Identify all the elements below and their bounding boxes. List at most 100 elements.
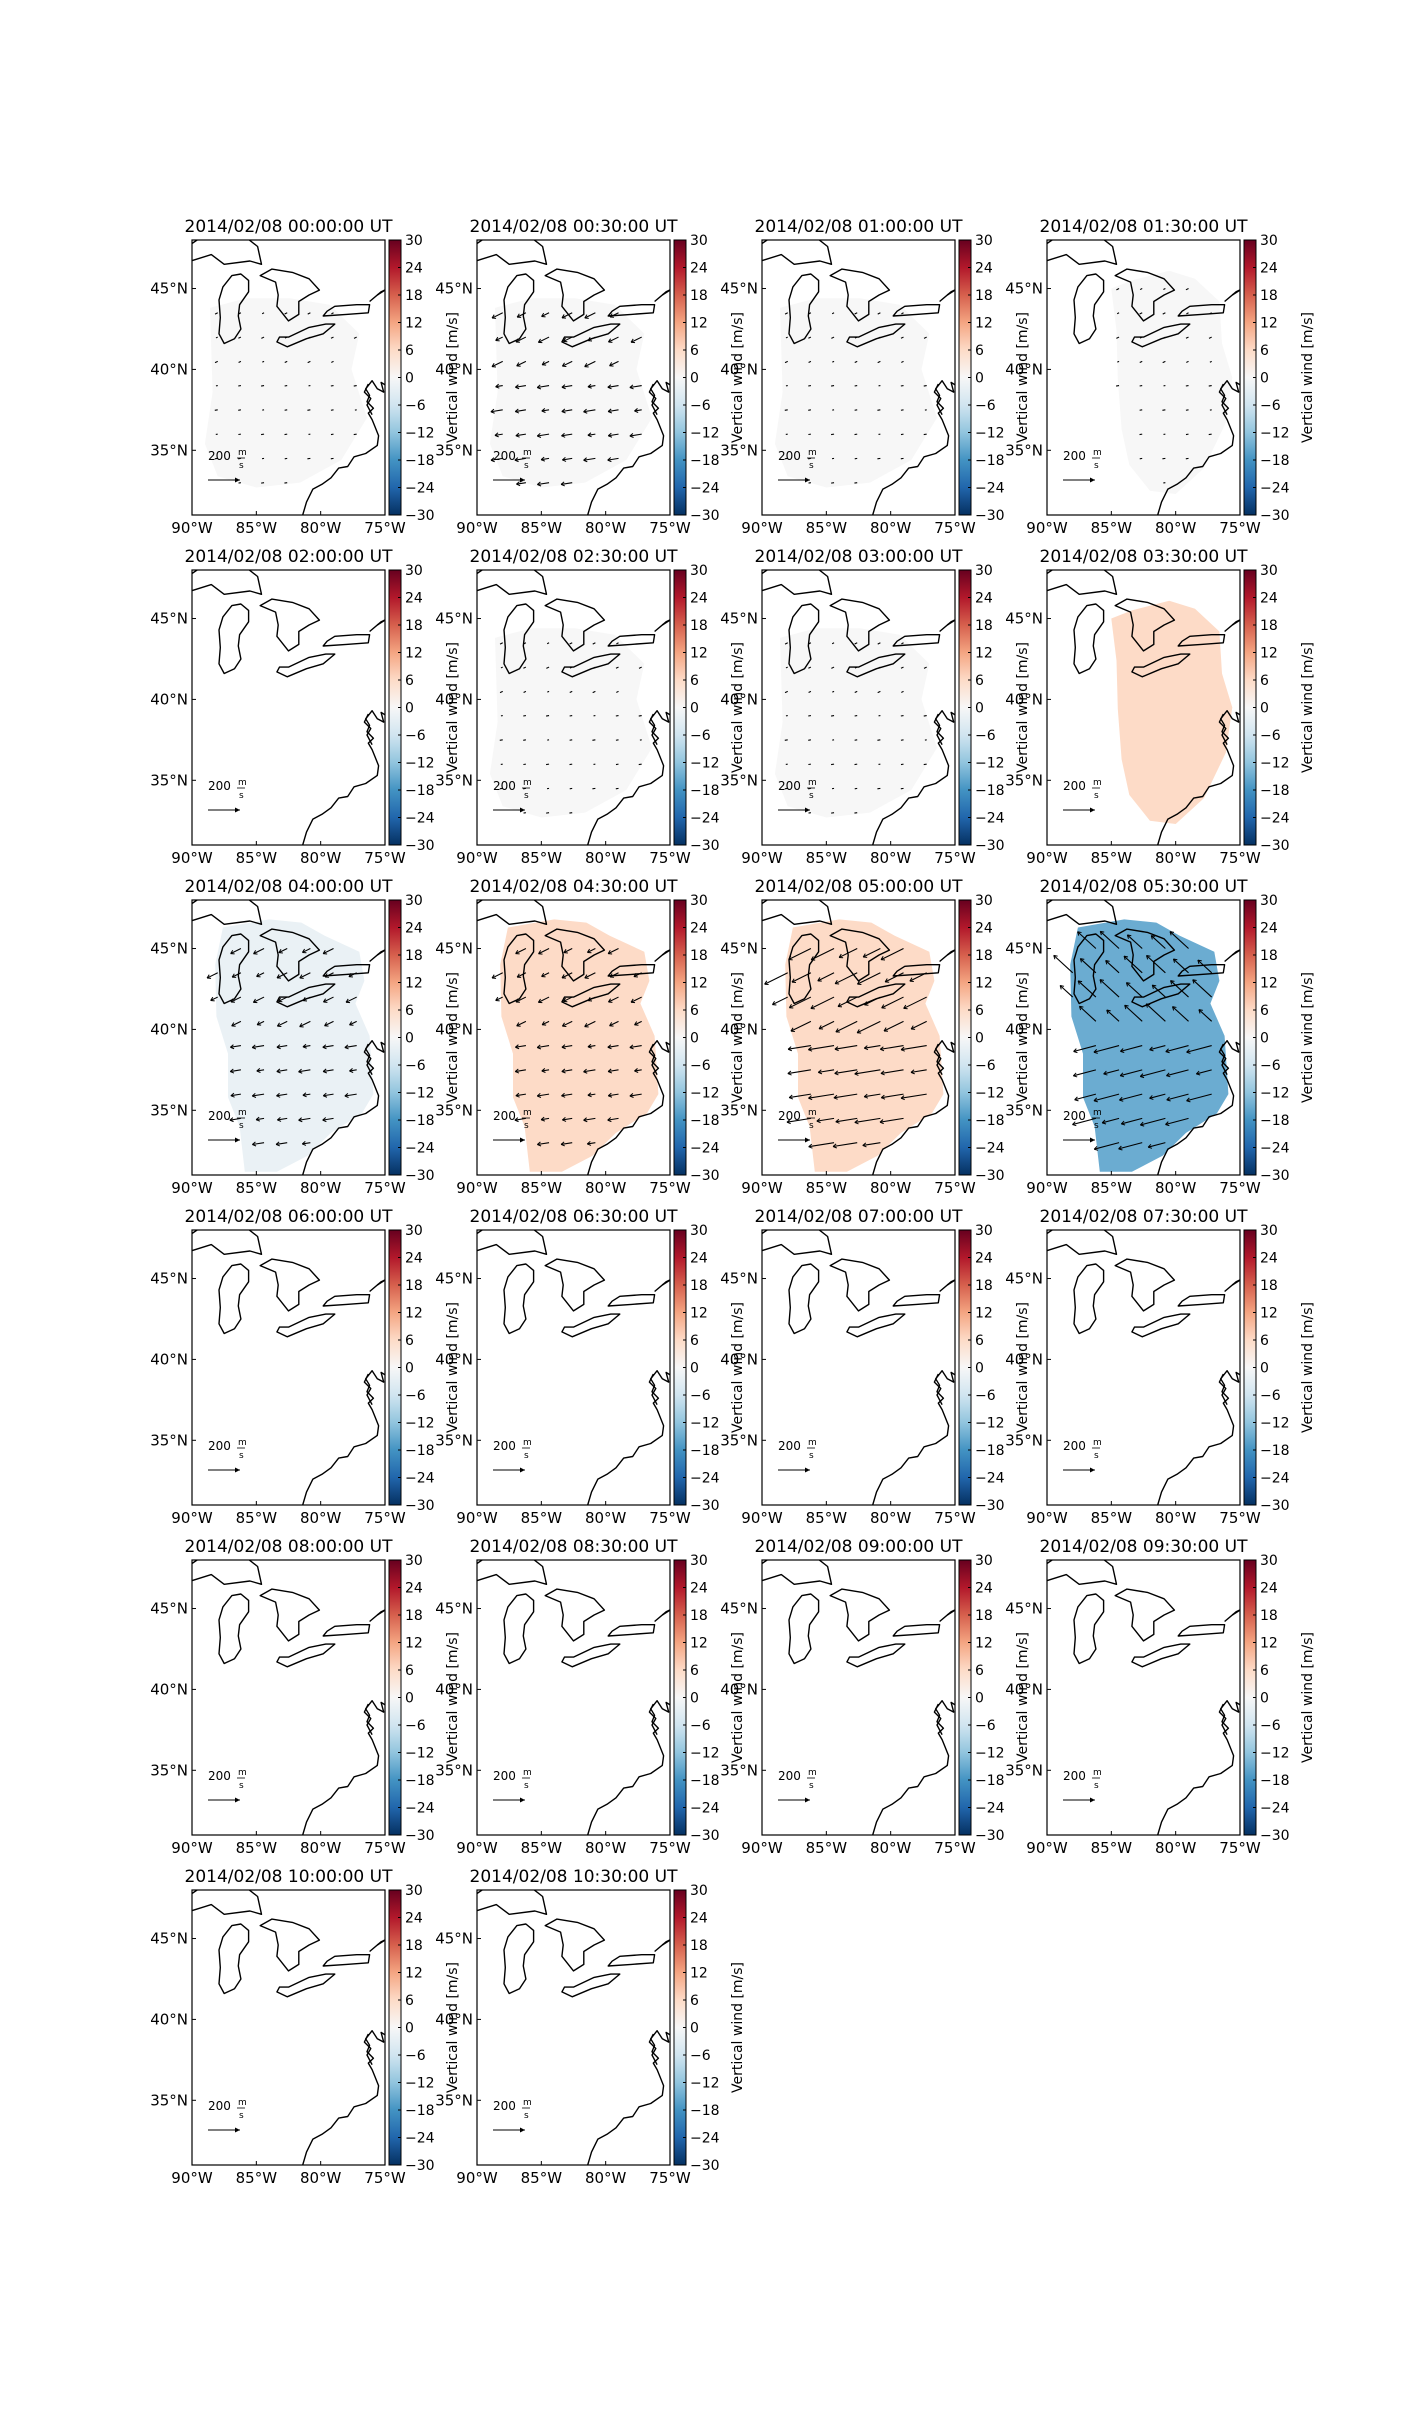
colorbar-tick-label: 30 — [690, 563, 708, 579]
colorbar-tick-label: 18 — [1260, 948, 1278, 964]
lat-tick-label: 40°N — [150, 1020, 188, 1038]
colorbar-tick-label: −12 — [975, 426, 1005, 442]
panel-frame — [762, 1560, 955, 1835]
lon-tick-label: 85°W — [806, 1839, 848, 1857]
reference-arrow-value: 200 — [208, 2099, 231, 2113]
colorbar-tick-label: 6 — [405, 1663, 414, 1679]
colorbar-tick-label: 6 — [1260, 673, 1269, 689]
colorbar-tick-label: −6 — [405, 2048, 426, 2064]
coastline-lakeMichigan — [219, 1594, 249, 1664]
colorbar-tick-label: 0 — [975, 1031, 984, 1047]
lon-tick-label: 85°W — [521, 1179, 563, 1197]
colorbar-tick-label: 30 — [975, 893, 993, 909]
lat-tick-label: 45°N — [435, 1270, 473, 1288]
lon-tick-label: 85°W — [236, 2169, 278, 2187]
colorbar-tick-label: −18 — [1260, 783, 1290, 799]
lat-tick-label: 45°N — [150, 1930, 188, 1948]
lat-tick-label: 45°N — [435, 280, 473, 298]
colorbar-tick-label: −12 — [1260, 756, 1290, 772]
reference-arrow-unit-numerator: m — [1093, 1108, 1102, 1118]
colorbar-tick-label: 6 — [405, 1333, 414, 1349]
colorbar-tick-label: −12 — [975, 1746, 1005, 1762]
colorbar-tick-label: 18 — [405, 1278, 423, 1294]
reference-arrow-unit-denominator: s — [809, 791, 814, 801]
colorbar-tick-label: 18 — [975, 1608, 993, 1624]
reference-arrow-value: 200 — [1063, 779, 1086, 793]
colorbar-tick-label: −12 — [690, 426, 720, 442]
lat-tick-label: 45°N — [150, 940, 188, 958]
colorbar-tick-label: 12 — [975, 1306, 993, 1322]
colorbar-tick-label: −18 — [690, 1113, 720, 1129]
lat-tick-label: 40°N — [1005, 690, 1043, 708]
colorbar-tick-label: 18 — [975, 288, 993, 304]
colorbar-tick-label: 18 — [1260, 618, 1278, 634]
coastline-lakeOntario — [893, 1625, 939, 1636]
colorbar-tick-label: 18 — [405, 948, 423, 964]
reference-arrow-unit-numerator: m — [808, 448, 817, 458]
colorbar-tick-label: 18 — [690, 1278, 708, 1294]
reference-arrow-value: 200 — [778, 779, 801, 793]
colorbar-tick-label: 0 — [405, 2021, 414, 2037]
colorbar-tick-label: 12 — [690, 646, 708, 662]
reference-arrow-unit-numerator: m — [808, 1438, 817, 1448]
colorbar-tick-label: 12 — [975, 316, 993, 332]
lon-tick-label: 90°W — [171, 2169, 213, 2187]
lon-tick-label: 85°W — [236, 849, 278, 867]
panel-title: 2014/02/08 02:00:00 UT — [185, 547, 394, 567]
colorbar-tick-label: −18 — [690, 1443, 720, 1459]
colorbar-tick-label: 30 — [1260, 893, 1278, 909]
colorbar-label: Vertical wind [m/s] — [730, 1962, 746, 2093]
lon-tick-label: 80°W — [585, 1839, 627, 1857]
colorbar-tick-label: −24 — [975, 481, 1005, 497]
lon-tick-label: 80°W — [300, 519, 342, 537]
lon-tick-label: 80°W — [300, 1179, 342, 1197]
colorbar-tick-label: 6 — [975, 1663, 984, 1679]
colorbar-tick-label: 18 — [405, 618, 423, 634]
colorbar-tick-label: 12 — [405, 646, 423, 662]
lat-tick-label: 45°N — [150, 1270, 188, 1288]
colorbar-tick-label: 30 — [975, 563, 993, 579]
coastline-lakeHuron — [545, 1259, 604, 1311]
coastline-lakeOntario — [608, 1955, 654, 1966]
colorbar-tick-label: 6 — [405, 1003, 414, 1019]
colorbar-tick-label: −24 — [1260, 811, 1290, 827]
colorbar-tick-label: 24 — [1260, 261, 1278, 277]
lon-tick-label: 90°W — [1026, 519, 1068, 537]
colorbar-tick-label: −12 — [405, 426, 435, 442]
colorbar-label: Vertical wind [m/s] — [1300, 642, 1316, 773]
lon-tick-label: 85°W — [521, 1839, 563, 1857]
reference-arrow-unit-denominator: s — [809, 1121, 814, 1131]
lon-tick-label: 80°W — [585, 1179, 627, 1197]
lat-tick-label: 40°N — [435, 1350, 473, 1368]
lon-tick-label: 90°W — [741, 1179, 783, 1197]
reference-arrow-unit-numerator: m — [523, 1768, 532, 1778]
reference-arrow-unit-denominator: s — [239, 2111, 244, 2121]
panel-title: 2014/02/08 04:00:00 UT — [185, 877, 394, 897]
lon-tick-label: 80°W — [1155, 849, 1197, 867]
lat-tick-label: 35°N — [720, 1761, 758, 1779]
colorbar-tick-label: 30 — [405, 1883, 423, 1899]
reference-arrow-head — [1090, 1468, 1095, 1473]
colorbar-label: Vertical wind [m/s] — [1300, 1302, 1316, 1433]
reference-arrow-unit-numerator: m — [238, 1768, 247, 1778]
lat-tick-label: 40°N — [1005, 1680, 1043, 1698]
colorbar-tick-label: 12 — [690, 1966, 708, 1982]
colorbar-tick-label: −6 — [405, 728, 426, 744]
panel-frame — [1047, 1560, 1240, 1835]
coastline-lakeHuron — [545, 1589, 604, 1641]
wind-vector — [501, 667, 503, 668]
colorbar-tick-label: −24 — [1260, 1141, 1290, 1157]
lon-tick-label: 75°W — [649, 519, 691, 537]
panel-frame — [762, 1230, 955, 1505]
coastline-lakeHuron — [260, 1589, 319, 1641]
colorbar-tick-label: 24 — [1260, 1581, 1278, 1597]
